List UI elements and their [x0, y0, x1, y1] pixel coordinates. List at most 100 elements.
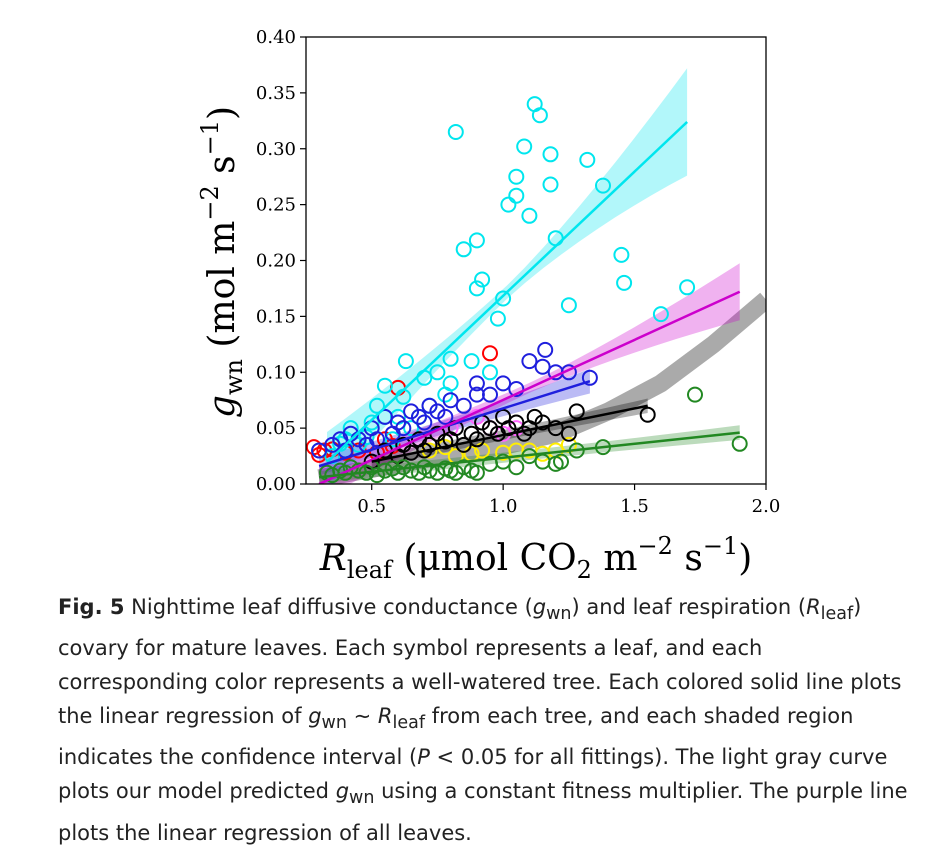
data-point-2-8	[369, 397, 385, 414]
data-point-2-7	[363, 414, 380, 431]
data-point-7-30	[553, 453, 569, 470]
x-tick-label-0: 0.5	[357, 496, 386, 517]
data-point-2-36	[521, 207, 538, 224]
data-point-4-12	[395, 420, 412, 437]
data-point-4-8	[369, 431, 385, 448]
data-point-2-34	[508, 187, 525, 204]
data-point-2-31	[495, 290, 512, 307]
model-curve	[317, 292, 766, 484]
data-point-6-16	[482, 420, 498, 437]
x-tick-label-3: 2.0	[752, 496, 781, 517]
data-point-7-16	[421, 462, 438, 479]
y-tick-label-2: 0.10	[256, 362, 296, 383]
data-point-2-19	[429, 364, 446, 381]
data-point-6-26	[560, 425, 577, 442]
data-point-2-35	[516, 138, 533, 155]
data-point-4-22	[468, 375, 485, 392]
data-point-7-20	[447, 464, 464, 481]
y-tick-label-3: 0.15	[256, 306, 296, 327]
y-tick-label-1: 0.05	[256, 418, 296, 439]
y-tick-label-7: 0.35	[256, 83, 296, 104]
data-point-4-28	[537, 341, 554, 358]
data-point-2-21	[442, 375, 459, 392]
data-point-2-42	[560, 297, 577, 314]
data-point-6-28	[639, 406, 656, 423]
data-point-2-30	[489, 310, 506, 327]
y-tick-label-0: 0.00	[256, 474, 296, 495]
data-point-2-38	[531, 107, 548, 124]
y-tick-label-8: 0.40	[256, 27, 296, 48]
figure-label: Fig. 5	[58, 595, 125, 619]
x-axis-title: Rleaf (μmol CO2 m−2 s−1)	[319, 532, 753, 584]
regression-line-5	[318, 290, 741, 484]
data-point-4-9	[376, 408, 393, 425]
data-point-4-27	[534, 358, 551, 375]
data-point-2-43	[579, 151, 596, 168]
data-point-6-21	[516, 425, 533, 442]
data-point-2-10	[376, 377, 393, 394]
data-point-7-8	[369, 467, 385, 484]
x-tick-label-1: 1.0	[489, 496, 518, 517]
data-point-4-19	[442, 392, 459, 409]
data-point-2-28	[474, 271, 491, 288]
data-point-2-26	[468, 280, 485, 297]
data-point-2-4	[342, 420, 359, 437]
data-point-2-46	[616, 274, 633, 291]
y-axis-title: gwn (mol m−2 s−1)	[196, 106, 248, 418]
data-point-6-7	[421, 436, 438, 453]
data-point-7-26	[508, 459, 525, 476]
data-point-7-34	[731, 435, 748, 452]
data-point-4-31	[581, 369, 598, 386]
data-point-6-27	[568, 403, 585, 420]
data-point-2-22	[442, 350, 459, 367]
regression-line-4	[318, 379, 591, 468]
data-point-2-14	[397, 353, 414, 370]
data-point-0-10	[482, 345, 498, 362]
data-point-4-0	[311, 442, 328, 459]
data-point-6-20	[508, 414, 525, 431]
data-point-7-23	[468, 464, 485, 481]
data-point-0-2	[316, 442, 333, 459]
y-tick-label-4: 0.20	[256, 251, 296, 272]
data-point-4-23	[482, 386, 498, 403]
data-point-6-25	[547, 420, 564, 437]
figure-caption: Fig. 5 Nighttime leaf diffusive conducta…	[58, 595, 908, 845]
data-point-7-21	[455, 459, 472, 476]
data-point-4-15	[416, 414, 433, 431]
data-point-4-1	[324, 436, 341, 453]
data-point-4-11	[390, 414, 406, 431]
data-point-4-18	[437, 408, 454, 425]
regression-line-2	[326, 121, 689, 464]
data-point-4-16	[421, 397, 438, 414]
data-point-4-20	[455, 397, 472, 414]
data-point-6-24	[534, 414, 551, 431]
y-tick-label-6: 0.30	[256, 139, 296, 160]
data-point-2-39	[542, 146, 559, 163]
data-point-4-14	[411, 408, 427, 425]
data-point-2-47	[652, 306, 669, 323]
data-point-2-27	[468, 232, 485, 249]
data-point-2-6	[358, 429, 375, 446]
data-point-2-23	[447, 124, 464, 140]
data-point-3-2	[468, 408, 485, 425]
data-point-2-45	[613, 246, 630, 263]
regression-line-7	[319, 431, 740, 479]
data-point-2-40	[542, 176, 559, 193]
x-tick-label-2: 1.5	[620, 496, 649, 517]
data-point-2-15	[403, 420, 420, 437]
regression-line-6	[371, 404, 648, 463]
data-point-4-25	[508, 381, 525, 397]
scatter-chart: 0.5 1.0 1.5 2.0 0.00 0.05 0.10 0.15 0.20 0.25 0.30…	[196, 27, 781, 584]
data-point-2-44	[595, 177, 611, 194]
data-point-4-17	[429, 403, 446, 420]
data-point-4-26	[521, 353, 538, 370]
data-point-2-33	[508, 168, 525, 185]
data-point-6-23	[526, 408, 543, 425]
y-tick-label-5: 0.25	[256, 195, 296, 216]
data-point-4-24	[495, 375, 512, 392]
data-point-2-24	[455, 241, 472, 258]
data-point-2-48	[679, 279, 696, 296]
data-point-2-32	[500, 196, 517, 213]
data-point-2-29	[482, 364, 498, 381]
data-point-7-33	[687, 386, 703, 403]
